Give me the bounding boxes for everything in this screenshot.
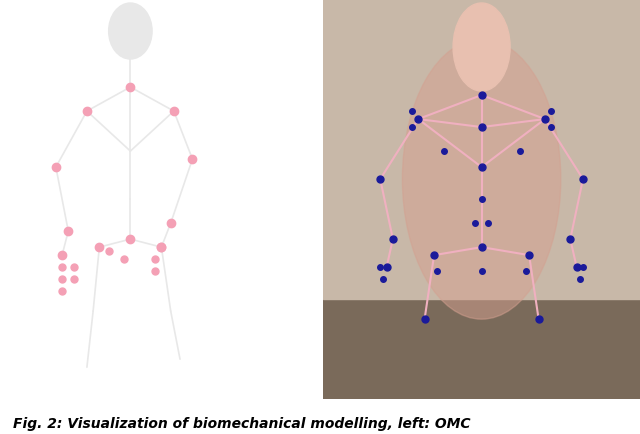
Text: Fig. 2: Visualization of biomechanical modelling, left: OMC: Fig. 2: Visualization of biomechanical m…: [13, 416, 470, 430]
Circle shape: [109, 4, 152, 60]
Ellipse shape: [403, 40, 561, 319]
Bar: [323, 0, 640, 299]
Bar: [323, 299, 640, 399]
Ellipse shape: [453, 4, 510, 92]
